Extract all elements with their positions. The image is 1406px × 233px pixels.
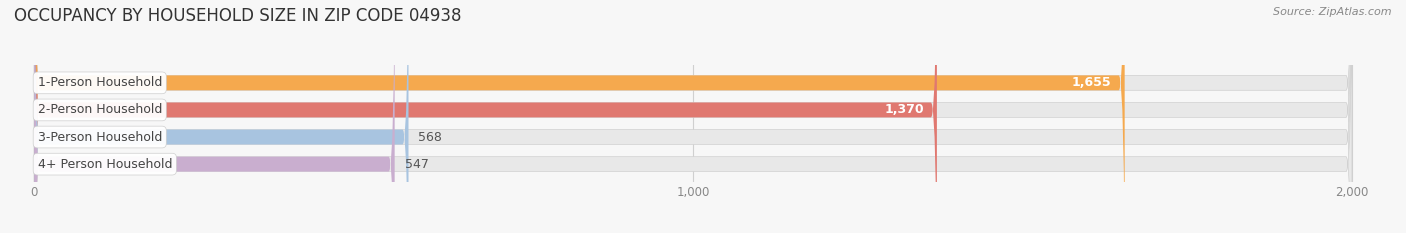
FancyBboxPatch shape xyxy=(34,0,936,233)
Text: 3-Person Household: 3-Person Household xyxy=(38,130,162,144)
Text: 547: 547 xyxy=(405,158,429,171)
FancyBboxPatch shape xyxy=(34,0,1353,233)
Text: 568: 568 xyxy=(419,130,443,144)
Text: Source: ZipAtlas.com: Source: ZipAtlas.com xyxy=(1274,7,1392,17)
Text: 1-Person Household: 1-Person Household xyxy=(38,76,162,89)
Text: 1,655: 1,655 xyxy=(1071,76,1112,89)
FancyBboxPatch shape xyxy=(34,0,1125,233)
FancyBboxPatch shape xyxy=(34,0,1353,233)
Text: 2-Person Household: 2-Person Household xyxy=(38,103,162,116)
FancyBboxPatch shape xyxy=(34,0,409,233)
FancyBboxPatch shape xyxy=(34,0,1353,233)
Text: 1,370: 1,370 xyxy=(884,103,924,116)
Text: 4+ Person Household: 4+ Person Household xyxy=(38,158,172,171)
FancyBboxPatch shape xyxy=(34,0,395,233)
Text: OCCUPANCY BY HOUSEHOLD SIZE IN ZIP CODE 04938: OCCUPANCY BY HOUSEHOLD SIZE IN ZIP CODE … xyxy=(14,7,461,25)
FancyBboxPatch shape xyxy=(34,0,1353,233)
